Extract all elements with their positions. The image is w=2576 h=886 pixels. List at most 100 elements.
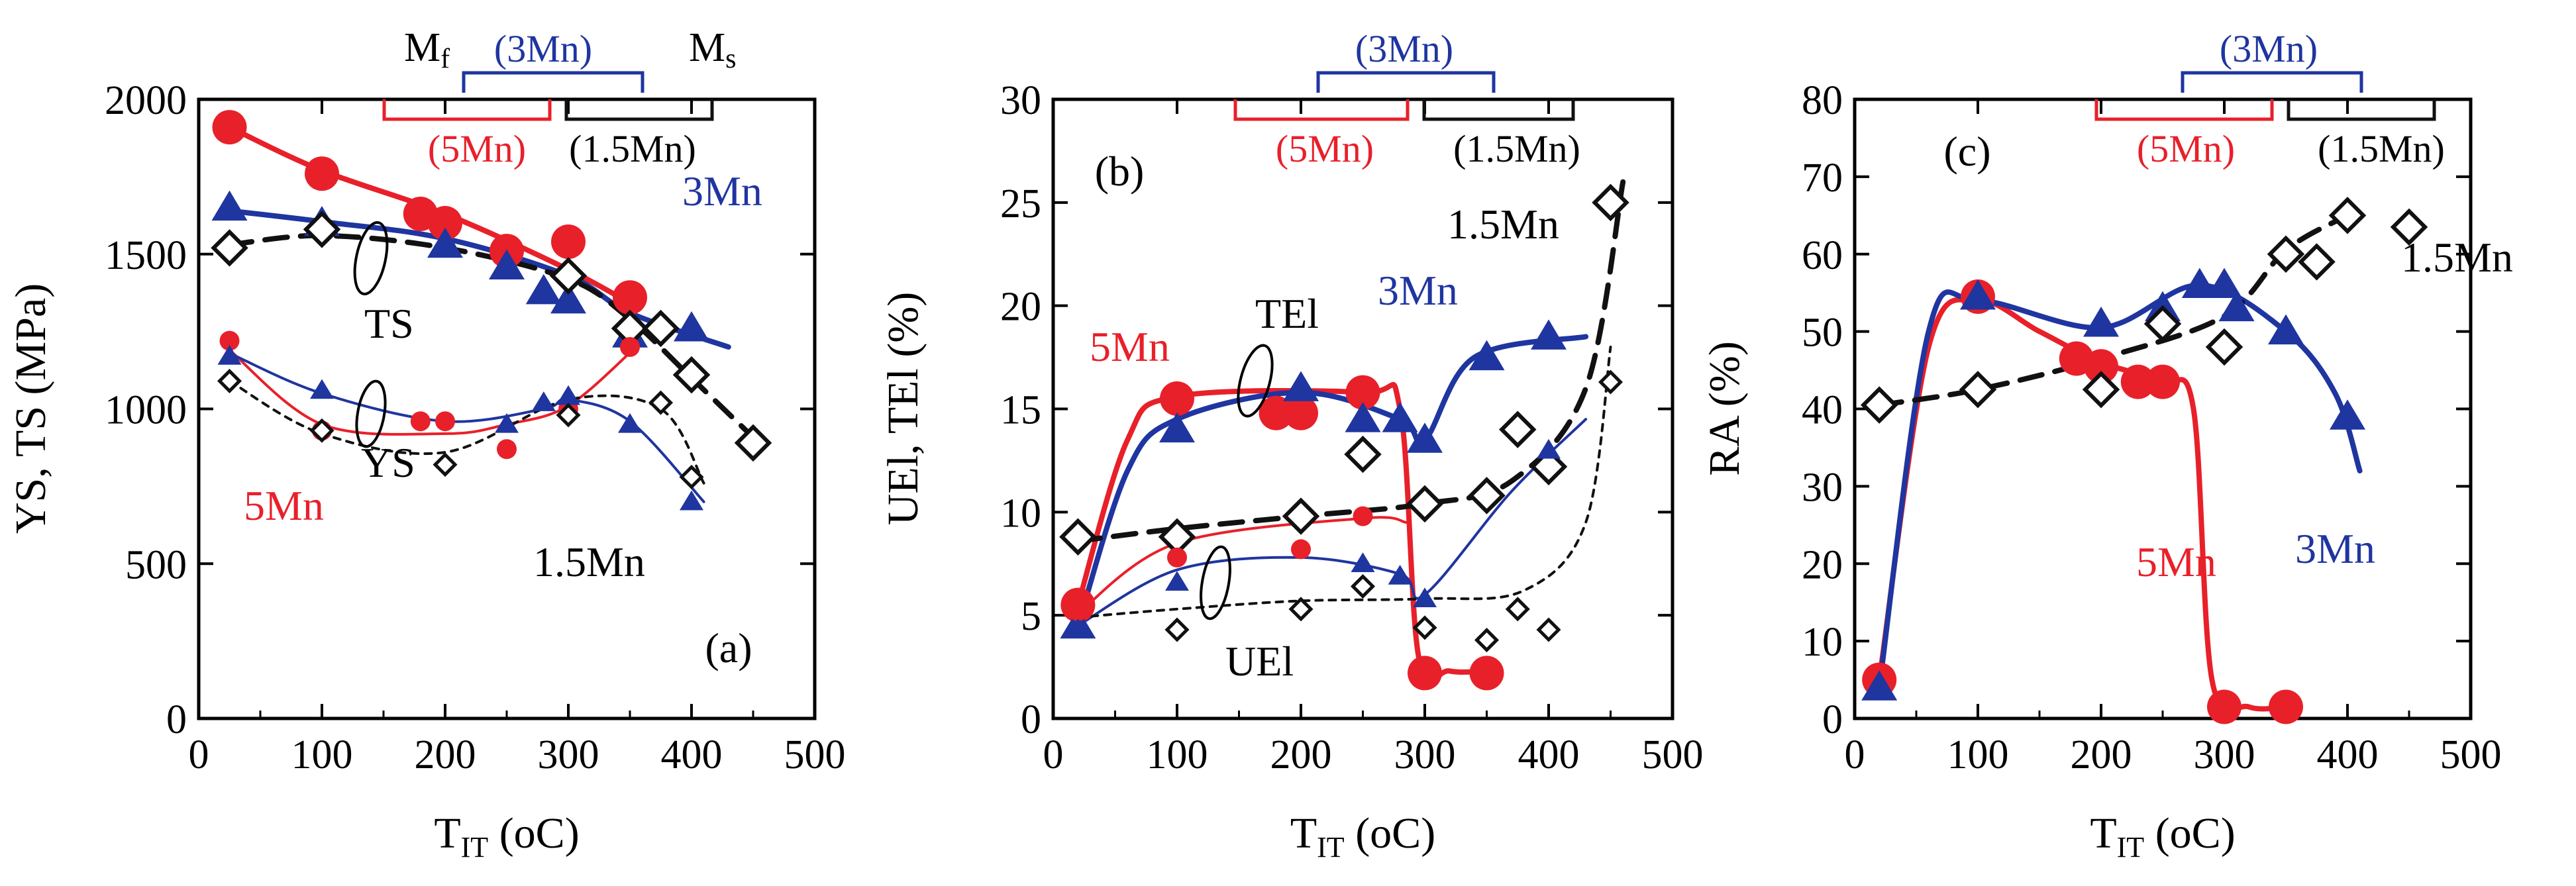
y-tick-label: 0	[1021, 697, 1041, 742]
point-1-5mn-tel	[1406, 485, 1444, 523]
y-tick-label: 0	[166, 697, 187, 742]
point-3mn-ra	[2083, 306, 2119, 337]
bracket-5mn	[2094, 99, 2274, 121]
point-1-5mn-ys	[556, 403, 581, 428]
point-5mn-tel	[1469, 656, 1504, 691]
point-5mn-tel	[1160, 381, 1194, 416]
ys-group-ellipse	[355, 379, 387, 448]
y-tick-label: 20	[1802, 542, 1843, 587]
point-5mn-ts	[212, 110, 247, 145]
panel-c: 0 100 200 300 400 500 0 10 20 30 40 50 60 70 80 RA (%) T…	[1700, 27, 2513, 863]
label-1-5mn: 1.5Mn	[1447, 201, 1559, 248]
x-axis-label: TIT (oC)	[434, 809, 579, 863]
x-tick-label: 200	[2071, 732, 2132, 777]
fit-line-5mn-uel	[1076, 516, 1408, 615]
point-3mn-ts	[674, 311, 709, 342]
tel-group-ellipse	[1237, 344, 1274, 418]
y-tick-label: 50	[1802, 311, 1843, 356]
label-5mn: 5Mn	[1090, 323, 1170, 370]
y-tick-label: 15	[1000, 388, 1041, 433]
point-3mn-uel	[1388, 564, 1412, 585]
y-tick-label: 5	[1021, 594, 1041, 639]
y-tick-label: 80	[1802, 78, 1843, 123]
x-tick-label: 0	[1845, 732, 1865, 777]
x-tick-label: 300	[1394, 732, 1456, 777]
label-5mn: 5Mn	[2136, 538, 2216, 585]
bracket-label-3mn: (3Mn)	[2220, 27, 2318, 70]
point-3mn-ts	[550, 283, 586, 314]
point-1-5mn-ra	[2298, 243, 2336, 281]
point-5mn-ts	[613, 280, 647, 315]
point-3mn-ra	[2181, 268, 2218, 298]
point-3mn-tel	[1407, 422, 1443, 453]
x-tick-label: 500	[2440, 732, 2502, 777]
point-1-5mn-uel	[1598, 369, 1623, 395]
point-5mn-ra	[2084, 349, 2118, 384]
y-tick-label: 500	[125, 542, 187, 587]
y-tick-label: 30	[1802, 465, 1843, 510]
point-1-5mn-ra	[2082, 371, 2120, 409]
point-3mn-ra	[2206, 268, 2242, 298]
point-3mn-uel	[1537, 438, 1561, 459]
point-1-5mn-ts	[642, 309, 680, 348]
x-tick-label: 400	[1518, 732, 1580, 777]
point-3mn-ra	[2330, 399, 2365, 430]
point-5mn-ra	[2120, 364, 2155, 399]
point-3mn-tel	[1531, 319, 1567, 350]
point-5mn-ys	[620, 337, 640, 357]
x-tick-label: 100	[291, 732, 353, 777]
fit-line-3mn-tel	[1075, 334, 1589, 628]
bracket-5mn	[1233, 99, 1410, 121]
bracket-1-5mn	[2287, 99, 2436, 121]
y-tick-label: 1000	[105, 388, 187, 433]
point-3mn-ts	[489, 249, 525, 279]
y-axis-label: UEl, TEl (%)	[879, 292, 927, 526]
panel-a: 0 100 200 300 400 500 0 500 1000 1500 2000 YS, TS (…	[7, 25, 846, 863]
point-1-5mn-ys	[679, 464, 704, 489]
label-1-5mn: 1.5Mn	[2401, 234, 2513, 281]
point-3mn-ts	[427, 227, 463, 258]
point-3mn-tel	[1345, 402, 1381, 432]
bracket-label-1-5mn: (1.5Mn)	[569, 127, 696, 170]
panel-label: (a)	[705, 624, 752, 671]
bracket-3mn	[1316, 71, 1496, 93]
fit-line-3mn-uel	[1076, 418, 1588, 627]
panel-b: 0 100 200 300 400 500 0 5 10 15 20 25 30 UEl, TEl (%)…	[879, 27, 1704, 863]
x-tick-label: 400	[2317, 732, 2379, 777]
x-tick-label: 200	[1270, 732, 1332, 777]
point-1-5mn-tel	[1592, 183, 1629, 222]
ts-annotation: TS	[364, 300, 414, 347]
y-axis-label: RA (%)	[1700, 341, 1749, 475]
x-tick-label: 300	[538, 732, 599, 777]
bracket-5mn	[382, 99, 552, 121]
label-5mn: 5Mn	[244, 482, 324, 529]
point-5mn-ts	[551, 224, 586, 260]
y-tick-label: 40	[1802, 388, 1843, 433]
ms-label: Ms	[689, 25, 737, 74]
point-1-5mn-ts	[672, 356, 711, 394]
label-3mn: 3Mn	[1378, 267, 1458, 314]
bracket-label-5mn: (5Mn)	[2137, 127, 2235, 170]
bracket-label-3mn: (3Mn)	[1355, 27, 1453, 70]
y-tick-label: 20	[1000, 285, 1041, 330]
point-5mn-uel	[1353, 506, 1373, 526]
tel-annotation: TEl	[1255, 290, 1319, 337]
y-tick-label: 10	[1000, 491, 1041, 536]
x-axis-label: TIT (oC)	[2090, 809, 2235, 863]
point-3mn-ys	[680, 490, 703, 511]
point-1-5mn-uel	[1474, 628, 1500, 653]
point-5mn-uel	[1068, 601, 1088, 621]
bracket-1-5mn	[564, 99, 714, 121]
point-5mn-ra	[2207, 689, 2241, 724]
point-3mn-ys	[217, 345, 242, 365]
point-1-5mn-ts	[211, 229, 248, 267]
point-3mn-ts	[525, 273, 562, 305]
point-3mn-tel	[1382, 402, 1418, 432]
point-1-5mn-tel	[1468, 477, 1506, 515]
point-5mn-ts	[305, 156, 339, 191]
fit-line-5mn-ra	[1877, 297, 2289, 713]
point-1-5mn-uel	[1412, 615, 1437, 640]
y-tick-label: 25	[1000, 181, 1041, 226]
fit-line-1-5mn-tel	[1075, 179, 1626, 544]
